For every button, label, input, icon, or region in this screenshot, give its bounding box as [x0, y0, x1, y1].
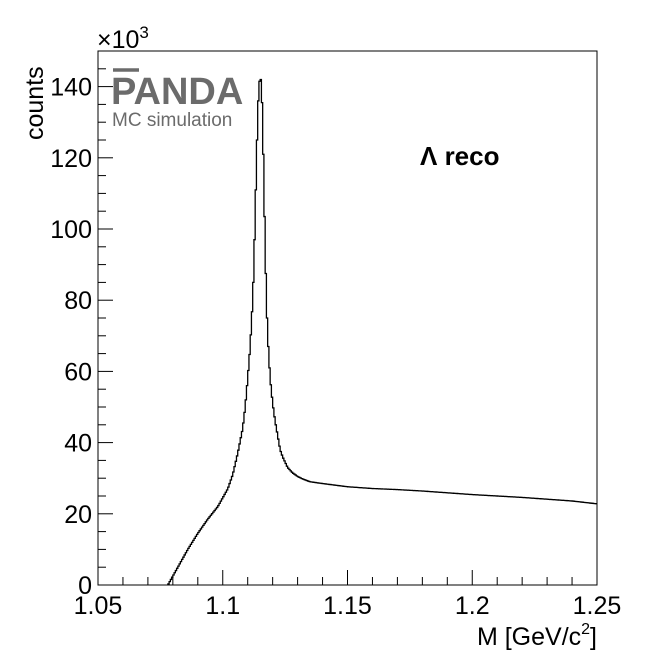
- plot-frame: [97, 50, 598, 586]
- y-tick-label: 100: [50, 216, 92, 244]
- y-axis-tick-labels: 0 20 40 60 80 100 120 140: [50, 74, 92, 600]
- panda-logo: PANDA MC simulation: [111, 68, 243, 131]
- x-axis-tick-labels: 1.05 1.1 1.15 1.2 1.25: [74, 592, 622, 620]
- x-tick-label: 1.1: [205, 592, 240, 620]
- y-tick-label: 20: [64, 501, 92, 529]
- y-tick-label: 60: [64, 358, 92, 386]
- x-axis-ticks: [97, 570, 598, 585]
- series-line: [167, 78, 597, 585]
- x-tick-label: 1.05: [74, 592, 123, 620]
- y-tick-label: 120: [50, 145, 92, 173]
- y-tick-label: 0: [78, 572, 92, 600]
- y-axis-title: counts: [21, 66, 49, 140]
- x-tick-label: 1.15: [323, 592, 372, 620]
- y-axis-ticks: [98, 50, 113, 586]
- y-tick-label: 80: [64, 287, 92, 315]
- y-tick-label: 140: [50, 74, 92, 102]
- x-tick-label: 1.2: [455, 592, 490, 620]
- logo-text: PANDA: [111, 71, 243, 113]
- x-axis-title: M [GeV/c2]: [477, 621, 597, 650]
- x-tick-label: 1.25: [573, 592, 622, 620]
- chart-annotation: Λ reco: [420, 141, 500, 171]
- logo-subtitle: MC simulation: [112, 110, 232, 131]
- y-tick-label: 40: [64, 430, 92, 458]
- y-multiplier: ×103: [97, 23, 149, 54]
